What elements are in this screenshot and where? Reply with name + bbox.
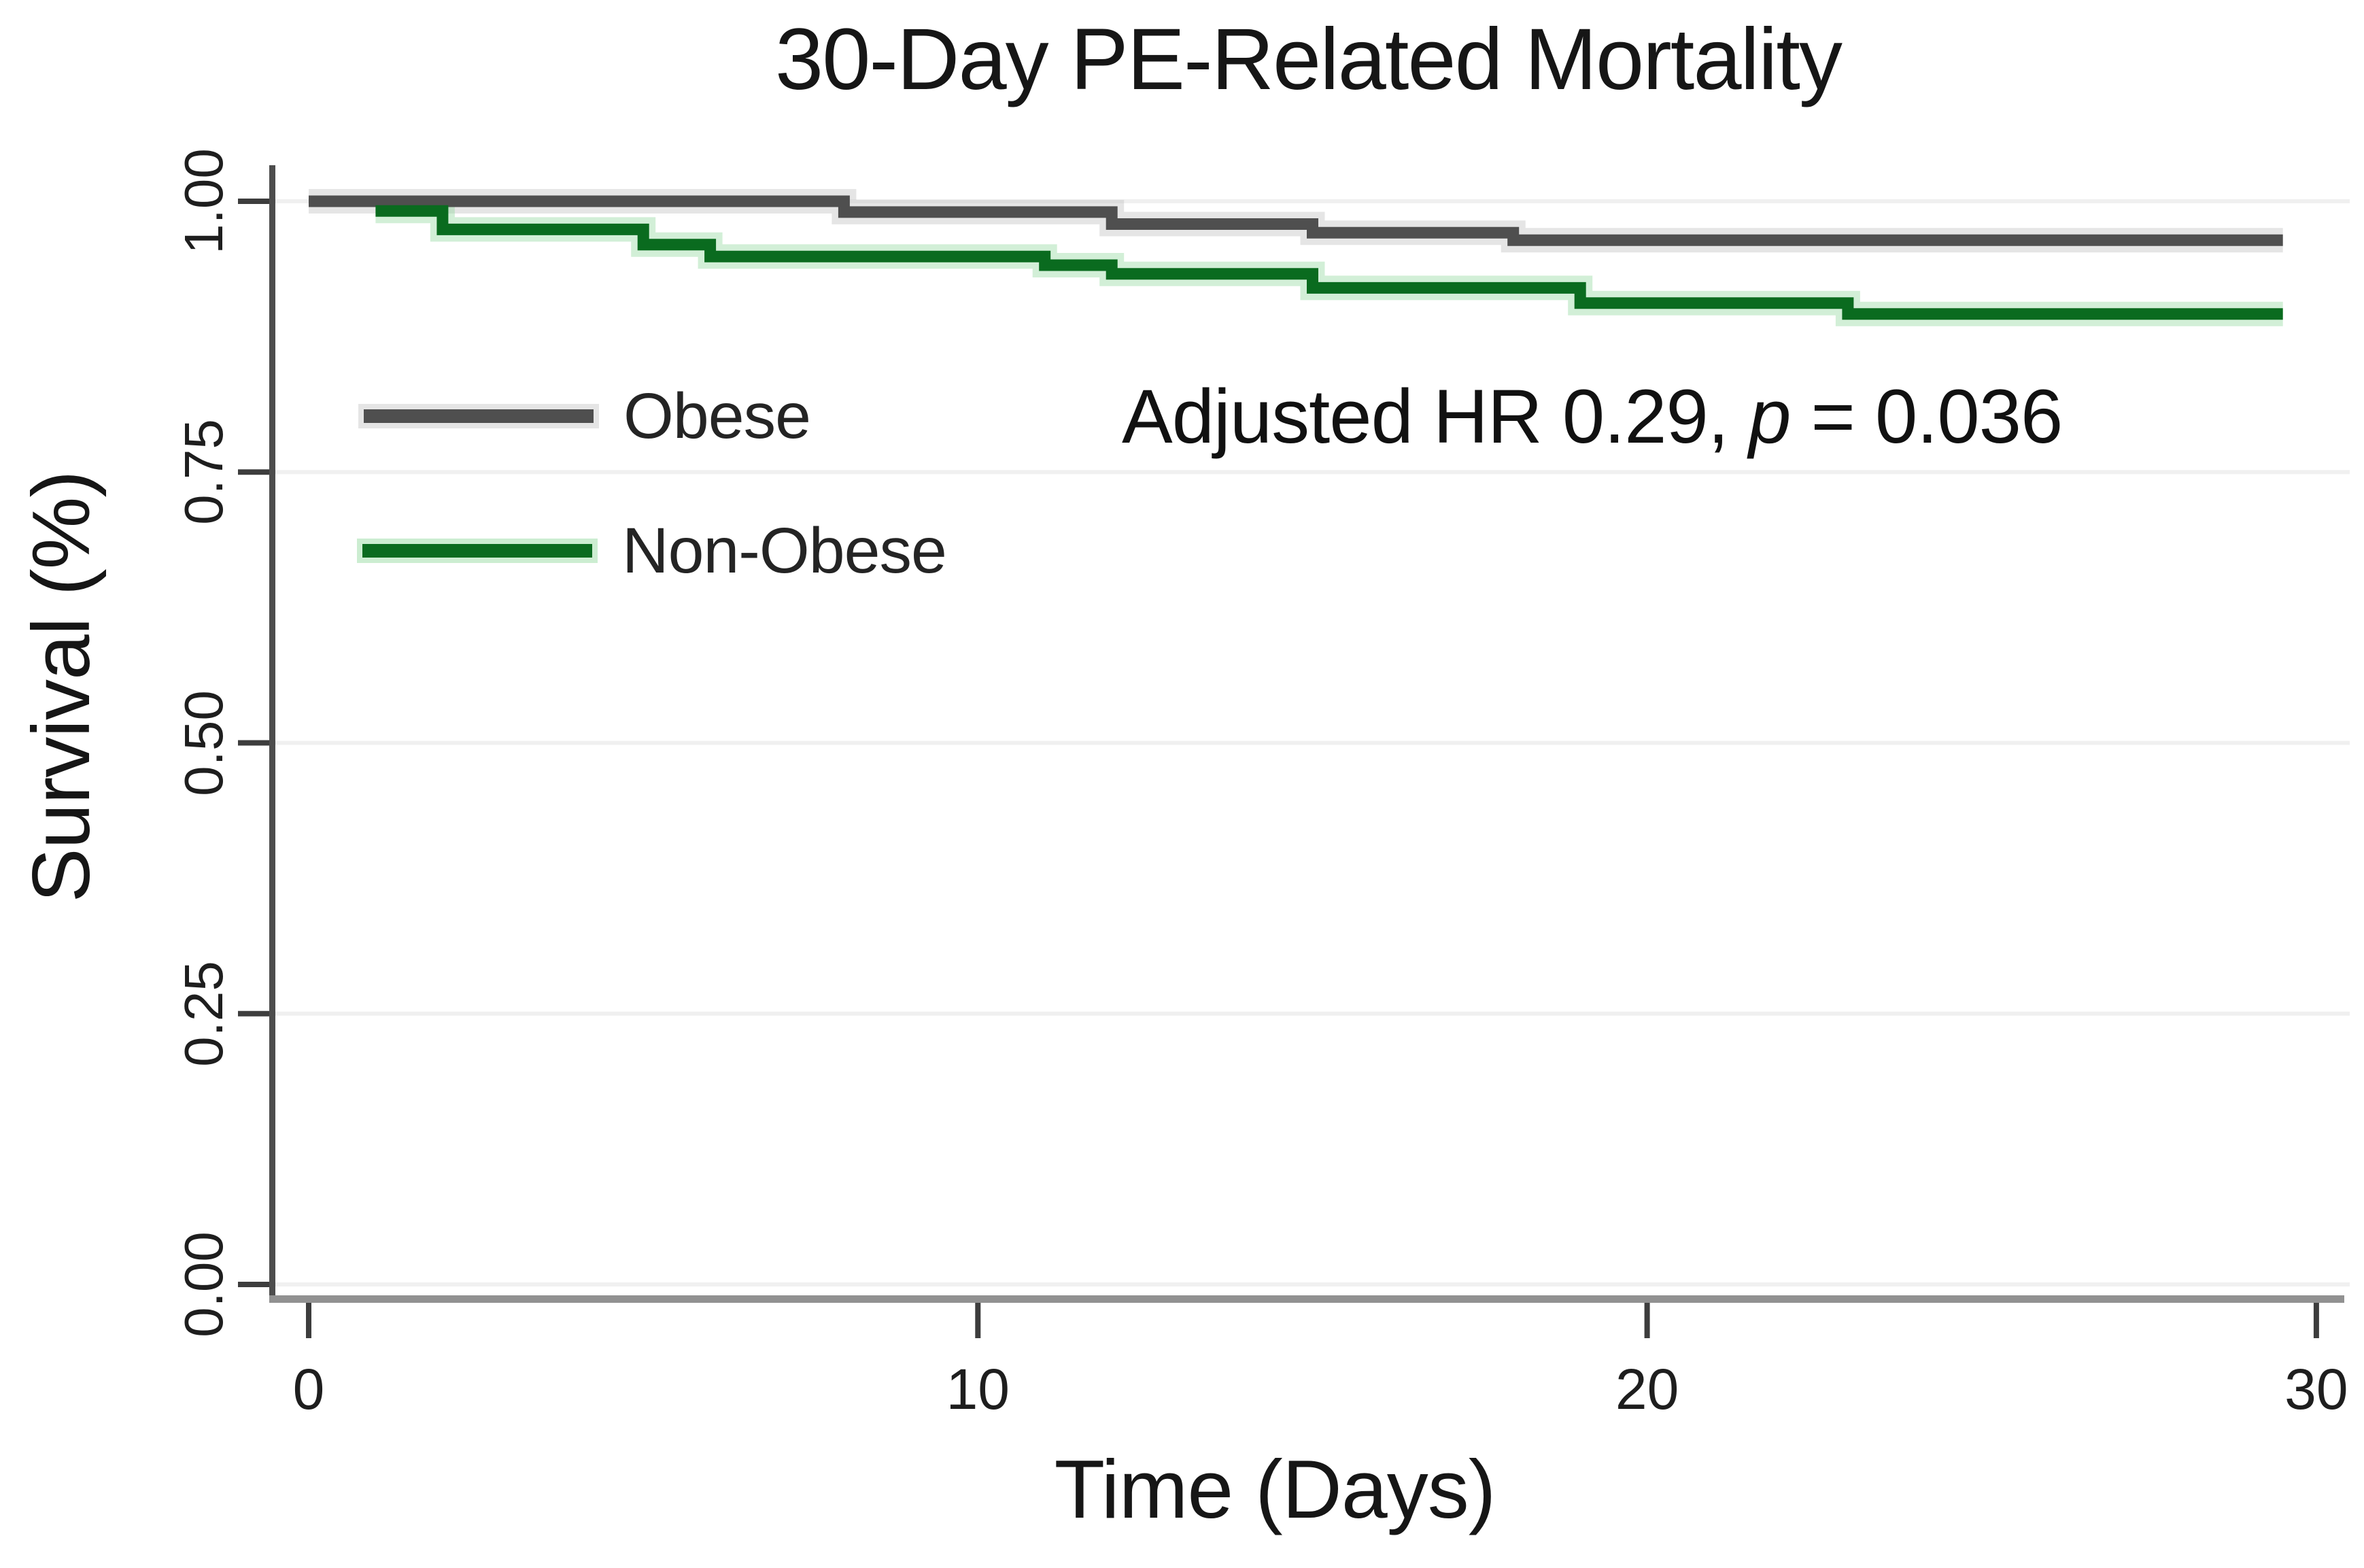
chart-title: 30-Day PE-Related Mortality xyxy=(775,11,1843,108)
y-tick-mark xyxy=(238,1282,269,1287)
y-tick-label-1.00: 1.00 xyxy=(173,148,234,254)
y-tick-label-0.50: 0.50 xyxy=(173,689,234,796)
x-tick-label-10: 10 xyxy=(946,1357,1010,1421)
x-tick-label-30: 30 xyxy=(2284,1357,2348,1421)
y-tick-label-0.75: 0.75 xyxy=(173,419,234,526)
y-tick-label-0.00: 0.00 xyxy=(173,1231,234,1337)
x-tick-mark xyxy=(1644,1303,1650,1338)
x-axis-line xyxy=(269,1295,2344,1303)
legend-label-obese: Obese xyxy=(623,379,811,452)
annotation-text-after: = 0.036 xyxy=(1790,374,2063,459)
obese-line-swatch xyxy=(364,409,594,423)
hr-annotation: Adjusted HR 0.29, p = 0.036 xyxy=(1122,373,2063,460)
x-tick-mark xyxy=(2313,1303,2319,1338)
gridline xyxy=(275,199,2350,203)
x-tick-label-20: 20 xyxy=(1615,1357,1679,1421)
x-tick-mark xyxy=(975,1303,981,1338)
y-tick-mark xyxy=(238,199,269,204)
non-obese-line-swatch xyxy=(362,544,592,558)
y-tick-mark xyxy=(238,740,269,746)
legend-item-obese: Obese xyxy=(364,380,811,452)
y-tick-label-0.25: 0.25 xyxy=(173,960,234,1067)
annotation-text-before: Adjusted HR 0.29, xyxy=(1122,374,1749,459)
x-tick-label-0: 0 xyxy=(292,1357,325,1421)
obese-survival-curve xyxy=(309,195,2283,246)
legend-item-non-obese: Non-Obese xyxy=(362,514,947,587)
y-axis-line xyxy=(269,165,275,1302)
gridline xyxy=(275,1011,2350,1016)
legend-label-non-obese: Non-Obese xyxy=(622,514,947,587)
y-tick-mark xyxy=(238,469,269,475)
gridline xyxy=(275,740,2350,745)
x-tick-mark xyxy=(306,1303,311,1338)
annotation-p-symbol: p xyxy=(1749,374,1791,459)
gridline xyxy=(275,470,2350,475)
y-axis-title: Survival (%) xyxy=(16,471,107,903)
y-tick-mark xyxy=(238,1010,269,1017)
x-axis-title: Time (Days) xyxy=(1054,1443,1496,1535)
non-obese-survival-curve xyxy=(375,205,2283,320)
gridline xyxy=(275,1282,2350,1286)
